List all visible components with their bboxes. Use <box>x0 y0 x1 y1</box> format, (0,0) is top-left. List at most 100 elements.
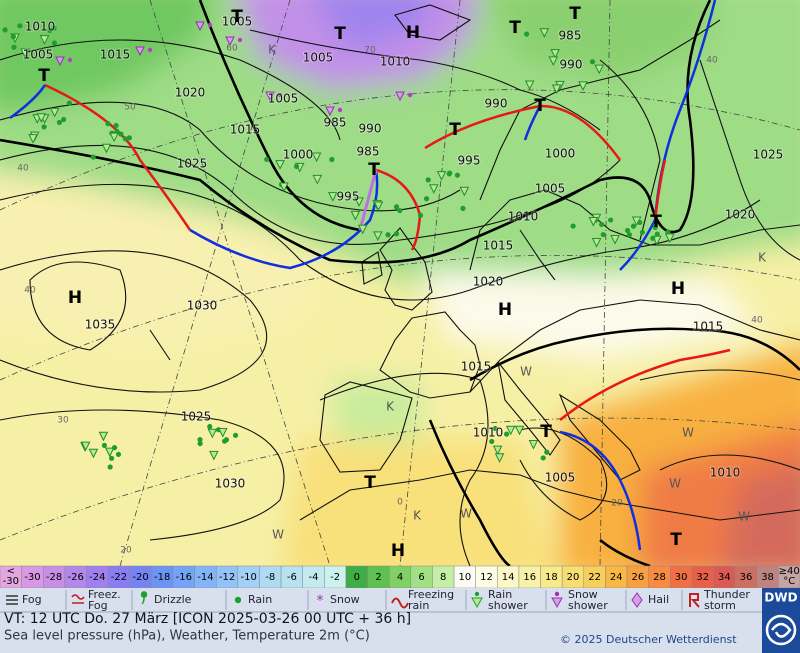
scale-label: 4 <box>397 572 403 583</box>
temperature-label: 20 <box>611 499 623 509</box>
scale-label: 38 <box>761 572 774 583</box>
rain-dot <box>570 223 576 229</box>
rain-dot <box>637 219 643 226</box>
isobar-label: 1025 <box>177 157 208 171</box>
rain-dot <box>232 432 239 438</box>
rain-dot <box>460 205 466 211</box>
legend-label: shower <box>568 599 608 612</box>
snow-dot <box>207 22 213 28</box>
pressure-center: T <box>231 7 243 27</box>
shower-symbol <box>373 201 384 212</box>
rain-dot <box>113 122 119 129</box>
logo-box <box>762 588 800 653</box>
temperature-label: 40 <box>751 316 763 326</box>
rain-dot <box>329 156 335 163</box>
isobar-label: 1000 <box>545 147 576 161</box>
pressure-center: H <box>406 23 420 43</box>
scale-label: 16 <box>523 572 536 583</box>
shower-symbol <box>539 28 550 38</box>
shower-symbol <box>312 174 323 185</box>
legend-label: Rain <box>248 593 272 606</box>
scale-label: 32 <box>696 572 709 583</box>
shower-symbol <box>594 64 605 75</box>
temperature-label: 70 <box>364 46 376 56</box>
shower-symbol <box>28 134 38 144</box>
rain-dot <box>207 423 213 430</box>
isobar-label: 1015 <box>230 123 261 137</box>
rain-shower-icon <box>471 597 483 609</box>
rain-dot <box>118 131 124 137</box>
air-mass-mark: K <box>758 251 767 265</box>
rain-dot <box>126 135 133 141</box>
isobar-label: 1015 <box>483 239 514 253</box>
rain-shower-dot <box>474 591 480 597</box>
scale-label: 22 <box>588 572 601 583</box>
scale-label: -4 <box>309 572 319 583</box>
scale-label: 8 <box>440 572 446 583</box>
shower-symbol <box>505 425 516 436</box>
rain-dot <box>425 177 431 183</box>
shower-symbol <box>354 197 364 207</box>
legend-label: Freezing <box>408 588 454 601</box>
scale-label: -10 <box>240 572 256 583</box>
rain-dot <box>665 229 671 235</box>
rain-dot <box>111 445 118 451</box>
scale-label: < <box>7 566 15 577</box>
pressure-center: T <box>38 66 50 86</box>
isobar-label: 1005 <box>545 471 576 485</box>
temperature-label: 40 <box>24 286 36 296</box>
shower-symbol <box>350 210 361 221</box>
isobar-label: 995 <box>458 154 481 168</box>
rain-icon <box>234 596 242 604</box>
shower-symbol <box>88 448 99 459</box>
shower-symbol <box>524 80 535 91</box>
drizzle-icon <box>140 591 148 605</box>
shower-symbol <box>217 427 228 438</box>
temperature-label: 0 <box>397 498 403 508</box>
scale-label: 0 <box>354 572 360 583</box>
rain-dot <box>61 116 67 123</box>
legend-label: Fog <box>88 599 108 612</box>
rain-dot <box>454 172 461 178</box>
shower-symbol <box>492 445 503 456</box>
rain-dot <box>492 425 498 432</box>
pressure-center: T <box>534 96 546 116</box>
scale-label: 14 <box>502 572 515 583</box>
temperature-label: 60 <box>226 44 238 54</box>
snow-symbol <box>135 46 145 57</box>
rain-dot <box>423 196 430 202</box>
scale-label: -28 <box>46 572 62 583</box>
rain-dot <box>489 438 495 445</box>
legend-label: rain <box>408 599 429 612</box>
scale-label: °C <box>783 576 795 587</box>
legend-label: Fog <box>22 593 42 606</box>
pressure-center: H <box>498 300 512 320</box>
rain-dot <box>11 44 17 50</box>
shower-symbol <box>459 186 470 197</box>
shower-symbol <box>610 234 620 245</box>
rain-dot <box>197 437 203 443</box>
isobars <box>0 0 800 566</box>
shower-symbol <box>207 428 218 439</box>
rain-dot <box>600 231 606 238</box>
thunderstorm-icon <box>689 593 700 608</box>
air-mass-mark: W <box>738 510 750 524</box>
air-mass-mark: W <box>460 507 472 521</box>
snow-symbol <box>395 91 405 102</box>
isobar-label: 1030 <box>215 477 246 491</box>
rain-dot <box>51 25 57 31</box>
shower-symbol <box>209 450 219 461</box>
map: 1010 1005 1005 1015 1005 1010 985 990 1020 1005 99… <box>0 0 800 566</box>
scale-label: 30 <box>675 572 688 583</box>
rain-dot <box>17 23 23 29</box>
legend-label: Drizzle <box>154 593 192 606</box>
scale-label: -14 <box>197 572 213 583</box>
temperature-label: 20 <box>120 546 132 556</box>
rain-dot <box>114 128 120 134</box>
copyright: © 2025 Deutscher Wetterdienst <box>560 633 737 646</box>
temperature-label: 50 <box>124 103 136 113</box>
scale-label: -12 <box>219 572 235 583</box>
rain-dot <box>41 124 47 130</box>
scale-label: -2 <box>330 572 340 583</box>
